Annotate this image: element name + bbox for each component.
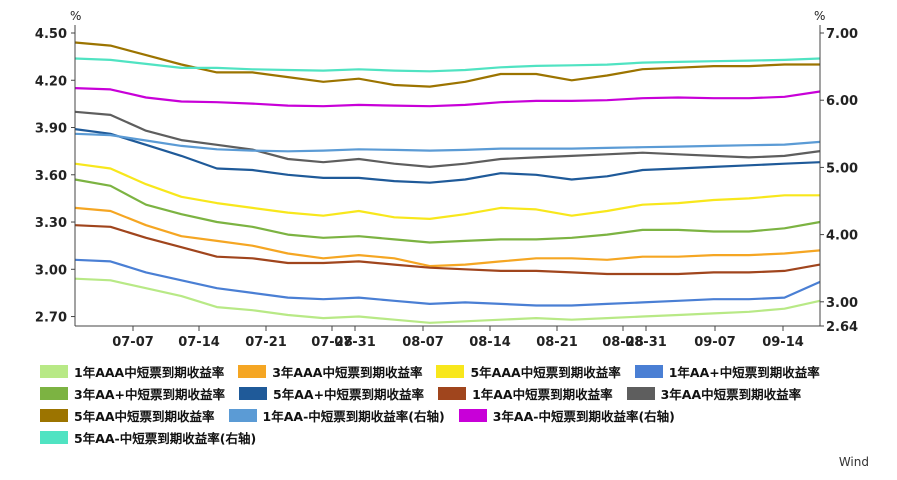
left-tick-label: 4.20 bbox=[35, 74, 67, 89]
legend-swatch bbox=[626, 387, 655, 400]
legend-label: 5年AA-中短票到期收益率(右轴) bbox=[74, 431, 257, 446]
right-axis-unit: % bbox=[814, 9, 825, 23]
legend-label: 3年AA中短票到期收益率 bbox=[660, 387, 802, 402]
right-tick-label: 2.64 bbox=[826, 320, 858, 335]
series-line-11 bbox=[74, 87, 821, 108]
legend-swatch bbox=[438, 387, 467, 400]
x-tick-label: 08-31 bbox=[625, 335, 667, 350]
series-line-8 bbox=[74, 110, 821, 168]
series-line-3 bbox=[74, 162, 820, 220]
series-line-1 bbox=[74, 277, 821, 324]
series-line-2 bbox=[74, 206, 821, 268]
left-tick-label: 3.60 bbox=[35, 169, 67, 184]
legend-swatch bbox=[238, 365, 267, 378]
x-tick-label: 08-28 bbox=[602, 335, 644, 350]
axes: 4.50 4.20 3.90 3.60 3.30 3.00 2.70 7.00 6.00 5.00… bbox=[35, 25, 858, 350]
legend-item: 5年AAA中短票到期收益率 bbox=[436, 362, 621, 381]
legend-item: 1年AA中短票到期收益率 bbox=[438, 384, 613, 403]
legend-item: 5年AA中短票到期收益率 bbox=[40, 406, 215, 425]
series-line-5 bbox=[74, 178, 821, 244]
left-axis-unit: % bbox=[70, 9, 81, 23]
legend-swatch bbox=[40, 431, 68, 444]
legend-label: 1年AA+中短票到期收益率 bbox=[668, 365, 820, 380]
x-tick-label: 07-07 bbox=[112, 335, 154, 350]
legend-swatch bbox=[228, 409, 257, 422]
right-tick-label: 6.00 bbox=[826, 94, 858, 109]
left-tick-label: 3.30 bbox=[35, 216, 67, 231]
legend-item: 1年AA+中短票到期收益率 bbox=[634, 362, 820, 381]
x-tick-label: 08-14 bbox=[469, 335, 511, 350]
legend-item: 1年AA-中短票到期收益率(右轴) bbox=[228, 406, 445, 425]
legend-label: 5年AAA中短票到期收益率 bbox=[470, 365, 621, 380]
right-tick-label: 3.00 bbox=[826, 296, 858, 311]
line-chart: % % 4.50 4.20 3.90 3.60 3.30 3.00 2.70 7.00 6.00… bbox=[35, 9, 858, 350]
legend-item: 3年AAA中短票到期收益率 bbox=[238, 362, 422, 381]
x-tick-label: 07-31 bbox=[334, 335, 376, 350]
series-line-7 bbox=[74, 224, 821, 276]
legend-swatch bbox=[40, 409, 68, 422]
legend-label: 5年AA+中短票到期收益率 bbox=[273, 387, 425, 402]
legend-swatch bbox=[239, 387, 268, 400]
x-tick-label: 09-14 bbox=[762, 335, 804, 350]
left-tick-label: 2.70 bbox=[35, 311, 67, 326]
legend-item: 5年AA-中短票到期收益率(右轴) bbox=[40, 428, 256, 447]
legend-swatch bbox=[40, 387, 68, 400]
legend-label: 1年AA中短票到期收益率 bbox=[472, 387, 613, 402]
x-tick-label: 07-14 bbox=[178, 335, 220, 350]
left-tick-label: 4.50 bbox=[35, 27, 67, 42]
legend-label: 3年AA+中短票到期收益率 bbox=[74, 387, 226, 402]
series-line-12 bbox=[74, 57, 821, 73]
legend-swatch bbox=[40, 365, 68, 378]
x-tick-label: 08-21 bbox=[536, 335, 578, 350]
series-line-4 bbox=[74, 258, 821, 307]
legend-swatch bbox=[634, 365, 663, 378]
legend-item: 1年AAA中短票到期收益率 bbox=[40, 362, 224, 381]
legend-swatch bbox=[436, 365, 465, 378]
legend-item: 3年AA+中短票到期收益率 bbox=[40, 384, 225, 403]
x-tick-label: 09-07 bbox=[694, 335, 736, 350]
legend-label: 1年AAA中短票到期收益率 bbox=[74, 365, 225, 380]
x-tick-label: 08-07 bbox=[402, 335, 444, 350]
right-tick-label: 5.00 bbox=[826, 161, 858, 176]
legend-label: 5年AA中短票到期收益率 bbox=[74, 409, 215, 424]
series-line-9 bbox=[74, 41, 820, 88]
x-tick-label: 07-21 bbox=[245, 335, 287, 350]
source-label: Wind bbox=[838, 455, 869, 469]
x-tick-label: 07-28 bbox=[311, 335, 353, 350]
right-tick-label: 4.00 bbox=[826, 229, 858, 244]
left-tick-label: 3.90 bbox=[35, 122, 67, 137]
series-line-10 bbox=[74, 132, 821, 153]
legend-swatch bbox=[458, 409, 487, 422]
plot-area bbox=[74, 41, 821, 324]
legend: 1年AAA中短票到期收益率 3年AAA中短票到期收益率 5年AAA中短票到期收益率 1… bbox=[40, 362, 880, 447]
legend-item: 5年AA+中短票到期收益率 bbox=[239, 384, 424, 403]
legend-label: 1年AA-中短票到期收益率(右轴) bbox=[262, 409, 445, 424]
series-line-6 bbox=[74, 128, 821, 184]
legend-label: 3年AAA中短票到期收益率 bbox=[272, 365, 423, 380]
legend-label: 3年AA-中短票到期收益率(右轴) bbox=[492, 409, 675, 424]
left-tick-label: 3.00 bbox=[35, 263, 67, 278]
legend-item: 3年AA-中短票到期收益率(右轴) bbox=[458, 406, 675, 425]
right-tick-label: 7.00 bbox=[826, 27, 858, 42]
legend-item: 3年AA中短票到期收益率 bbox=[626, 384, 802, 403]
